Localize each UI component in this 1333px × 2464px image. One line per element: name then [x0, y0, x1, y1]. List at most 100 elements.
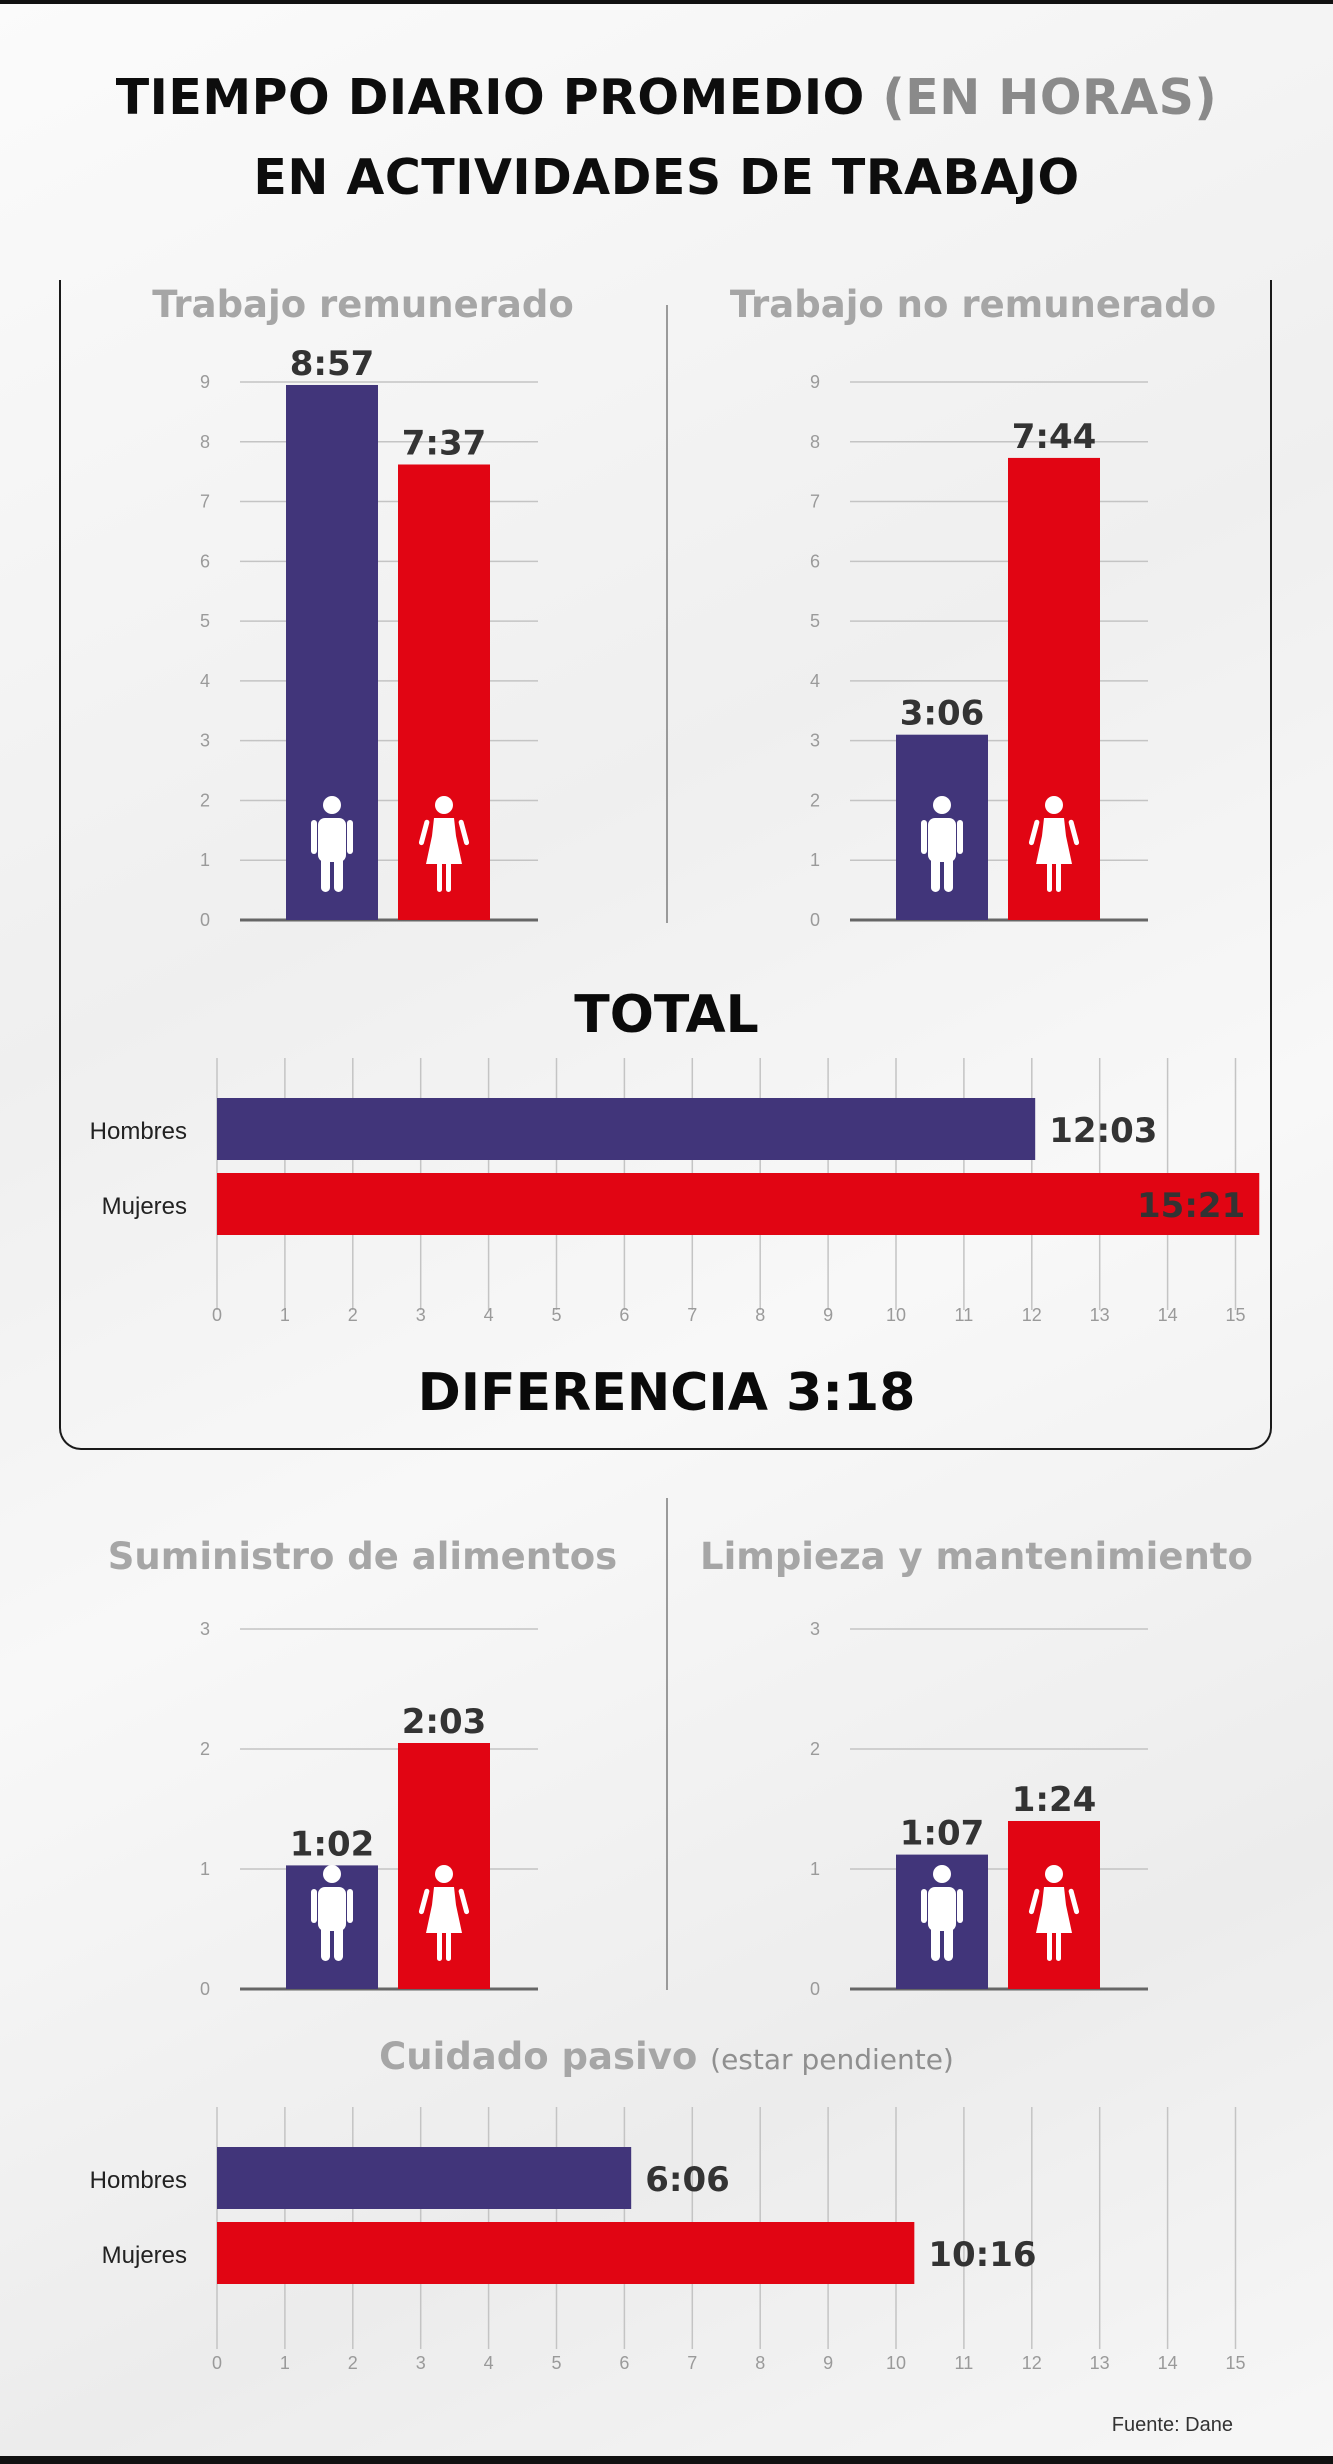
x-tick-label: 2 — [348, 1305, 358, 1325]
man-icon — [311, 1865, 353, 1961]
icon-leg — [321, 1923, 330, 1961]
icon-head — [435, 1865, 453, 1883]
x-tick-label: 5 — [551, 2353, 561, 2373]
x-tick-label: 4 — [484, 1305, 494, 1325]
icon-dress — [1036, 1887, 1072, 1933]
y-tick-label: 1 — [810, 1859, 820, 1879]
icon-torso — [928, 1887, 956, 1931]
icon-arm — [418, 819, 430, 846]
icon-arm — [921, 1889, 927, 1923]
woman-icon — [1028, 1865, 1080, 1961]
icon-head — [435, 796, 453, 814]
x-tick-label: 8 — [755, 1305, 765, 1325]
woman-icon — [418, 1865, 470, 1961]
x-tick-label: 5 — [551, 1305, 561, 1325]
chart-title-food: Suministro de alimentos — [107, 1535, 618, 1578]
icon-arm — [1028, 819, 1040, 846]
icon-arm — [957, 1889, 963, 1923]
data-label: 10:16 — [928, 2235, 1036, 2275]
x-tick-label: 10 — [886, 1305, 906, 1325]
x-tick-label: 2 — [348, 2353, 358, 2373]
title-part1: TIEMPO DIARIO PROMEDIO — [115, 69, 865, 126]
data-label: 3:06 — [900, 694, 985, 734]
y-tick-label: 0 — [200, 910, 210, 930]
y-tick-label: 6 — [810, 551, 820, 571]
icon-leg — [334, 854, 343, 892]
y-tick-label: 0 — [810, 1979, 820, 1999]
source-note: Fuente: Dane — [1111, 2414, 1233, 2436]
y-tick-label: 1 — [200, 850, 210, 870]
icon-dress — [1036, 818, 1072, 864]
y-tick-label: 5 — [200, 611, 210, 631]
data-label: 1:07 — [900, 1814, 985, 1854]
x-tick-label: 6 — [619, 1305, 629, 1325]
icon-arm — [418, 1888, 430, 1915]
data-label: 12:03 — [1049, 1111, 1157, 1151]
icon-dress — [426, 818, 462, 864]
icon-arm — [1068, 819, 1080, 846]
divider-bottom — [666, 1498, 668, 1990]
data-label: 6:06 — [645, 2160, 730, 2200]
icon-arm — [1028, 1888, 1040, 1915]
icon-leg — [446, 862, 451, 892]
man-icon — [921, 1865, 963, 1961]
icon-arm — [458, 1888, 470, 1915]
icon-arm — [311, 820, 317, 854]
icon-leg — [334, 1923, 343, 1961]
x-tick-label: 9 — [823, 1305, 833, 1325]
icon-head — [323, 1865, 341, 1883]
category-label: Hombres — [90, 2167, 187, 2194]
x-tick-label: 9 — [823, 2353, 833, 2373]
bar-mujeres — [217, 1173, 1260, 1235]
data-label: 7:37 — [402, 423, 487, 463]
icon-leg — [944, 1923, 953, 1961]
x-tick-label: 4 — [484, 2353, 494, 2373]
x-tick-label: 3 — [416, 2353, 426, 2373]
icon-arm — [347, 1889, 353, 1923]
y-tick-label: 4 — [810, 671, 820, 691]
icon-leg — [1056, 862, 1061, 892]
x-tick-label: 3 — [416, 1305, 426, 1325]
icon-torso — [318, 1887, 346, 1931]
bar-hombres — [217, 1098, 1036, 1160]
icon-head — [933, 796, 951, 814]
category-label: Mujeres — [102, 1193, 187, 1220]
y-tick-label: 8 — [200, 432, 210, 452]
x-tick-label: 1 — [280, 2353, 290, 2373]
man-icon — [921, 796, 963, 892]
icon-leg — [1047, 862, 1052, 892]
icon-leg — [931, 854, 940, 892]
y-tick-label: 2 — [810, 1739, 820, 1759]
icon-leg — [1047, 1931, 1052, 1961]
icon-dress — [426, 1887, 462, 1933]
y-tick-label: 3 — [200, 731, 210, 751]
title-line2: EN ACTIVIDADES DE TRABAJO — [253, 149, 1080, 206]
x-tick-label: 14 — [1158, 1305, 1178, 1325]
data-label: 2:03 — [402, 1702, 487, 1742]
icon-head — [933, 1865, 951, 1883]
y-tick-label: 1 — [810, 850, 820, 870]
bottom-border — [0, 2456, 1333, 2464]
icon-arm — [458, 819, 470, 846]
data-label: 1:02 — [290, 1824, 375, 1864]
x-tick-label: 12 — [1022, 1305, 1042, 1325]
chart-title-paid: Trabajo remunerado — [152, 283, 574, 326]
total-title: TOTAL — [574, 985, 759, 1045]
woman-icon — [1028, 796, 1080, 892]
icon-head — [323, 796, 341, 814]
bar-mujeres — [217, 2222, 915, 2284]
y-tick-label: 4 — [200, 671, 210, 691]
icon-arm — [957, 820, 963, 854]
icon-leg — [437, 862, 442, 892]
data-label: 8:57 — [290, 344, 375, 384]
y-tick-label: 9 — [200, 372, 210, 392]
chart-title-cleaning: Limpieza y mantenimiento — [700, 1535, 1253, 1578]
difference-label: DIFERENCIA 3:18 — [417, 1363, 916, 1423]
y-tick-label: 0 — [200, 1979, 210, 1999]
y-tick-label: 2 — [200, 1739, 210, 1759]
icon-arm — [347, 820, 353, 854]
y-tick-label: 1 — [200, 1859, 210, 1879]
data-label: 1:24 — [1012, 1780, 1097, 1820]
y-tick-label: 5 — [810, 611, 820, 631]
y-tick-label: 3 — [810, 731, 820, 751]
